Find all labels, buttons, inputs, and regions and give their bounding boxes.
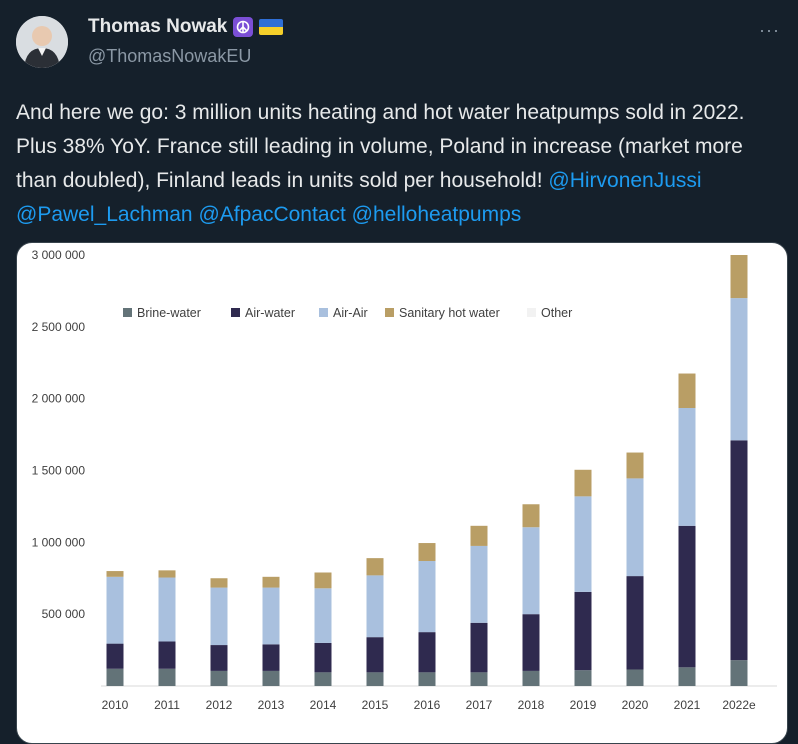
bar-segment xyxy=(678,408,696,526)
bar-segment xyxy=(418,672,436,686)
bar-segment xyxy=(158,641,176,669)
mention-link[interactable]: @Pawel_Lachman xyxy=(16,203,193,226)
bar-segment xyxy=(158,577,176,642)
bar-segment xyxy=(574,670,592,686)
x-tick-label: 2010 xyxy=(102,698,129,712)
peace-icon xyxy=(233,17,254,37)
bar-segment xyxy=(210,587,228,646)
legend-swatch xyxy=(527,308,536,317)
y-tick-label: 500 000 xyxy=(42,607,86,621)
bar-segment xyxy=(314,642,332,673)
x-tick-label: 2016 xyxy=(414,698,441,712)
bar-segment xyxy=(730,298,748,441)
x-tick-label: 2021 xyxy=(674,698,701,712)
legend-label: Air-water xyxy=(245,306,295,320)
bar-segment xyxy=(158,668,176,686)
bar-segment xyxy=(366,672,384,686)
bar-segment xyxy=(626,669,644,686)
bar-segment xyxy=(730,255,748,299)
x-tick-label: 2022e xyxy=(722,698,756,712)
bar-segment xyxy=(522,670,540,686)
bar-segment xyxy=(106,571,124,577)
bar-segment xyxy=(470,525,488,546)
y-tick-label: 1 500 000 xyxy=(32,464,86,478)
tweet-text: And here we go: 3 million units heating … xyxy=(16,96,786,232)
bar-segment xyxy=(470,672,488,686)
avatar[interactable] xyxy=(16,16,68,68)
bar-segment xyxy=(210,670,228,686)
bar-segment xyxy=(314,572,332,589)
ukraine-flag-icon xyxy=(259,19,284,35)
bar-segment xyxy=(262,576,280,588)
bar-segment xyxy=(730,440,748,661)
tweet-body: And here we go: 3 million units heating … xyxy=(16,101,745,192)
bar-segment xyxy=(106,576,124,644)
bar-segment xyxy=(626,576,644,670)
x-tick-label: 2020 xyxy=(622,698,649,712)
bar-segment xyxy=(106,643,124,669)
bar-segment xyxy=(210,578,228,588)
chart-image[interactable]: 500 000 1 000 000 1 500 000 2 000 000 2 500 … xyxy=(16,242,788,744)
bar-segment xyxy=(522,504,540,528)
bar-segment xyxy=(314,672,332,686)
legend-label: Sanitary hot water xyxy=(399,306,500,320)
avatar-photo xyxy=(16,16,68,68)
bar-segment xyxy=(418,632,436,673)
x-tick-label: 2017 xyxy=(466,698,493,712)
legend-label: Brine-water xyxy=(137,306,201,320)
legend-label: Other xyxy=(541,306,572,320)
bar-segment xyxy=(470,545,488,623)
bar-segment xyxy=(314,588,332,643)
bar-segment xyxy=(418,561,436,633)
bar-segment xyxy=(522,614,540,671)
x-tick-label: 2012 xyxy=(206,698,233,712)
x-tick-label: 2011 xyxy=(154,698,180,712)
legend-swatch xyxy=(385,308,394,317)
legend-swatch xyxy=(123,308,132,317)
y-tick-label: 2 000 000 xyxy=(32,392,86,406)
bar-segment xyxy=(366,558,384,576)
x-tick-label: 2019 xyxy=(570,698,597,712)
legend-label: Air-Air xyxy=(333,306,368,320)
bar-segment xyxy=(262,670,280,686)
bar-segment xyxy=(626,478,644,577)
bar-segment xyxy=(678,667,696,686)
bar-segment xyxy=(678,373,696,409)
x-tick-label: 2015 xyxy=(362,698,389,712)
legend-swatch xyxy=(231,308,240,317)
stacked-bar-chart: 500 000 1 000 000 1 500 000 2 000 000 2 500 … xyxy=(32,248,777,712)
y-tick-label: 3 000 000 xyxy=(32,248,86,262)
y-tick-label: 2 500 000 xyxy=(32,320,86,334)
bar-segment xyxy=(574,469,592,497)
bar-segment xyxy=(574,496,592,592)
x-tick-label: 2014 xyxy=(310,698,337,712)
mention-link[interactable]: @AfpacContact xyxy=(198,203,346,226)
more-options-icon[interactable]: ··· xyxy=(759,20,780,40)
display-name[interactable]: Thomas Nowak xyxy=(88,16,228,37)
bar-segment xyxy=(366,575,384,638)
legend-swatch xyxy=(319,308,328,317)
bar-segment xyxy=(574,591,592,671)
bar-segment xyxy=(470,622,488,673)
bar-segment xyxy=(730,660,748,686)
mention-link[interactable]: @helloheatpumps xyxy=(351,203,522,226)
x-tick-label: 2013 xyxy=(258,698,285,712)
x-tick-label: 2018 xyxy=(518,698,545,712)
bar-segment xyxy=(210,645,228,671)
bar-segment xyxy=(678,525,696,668)
bar-segment xyxy=(418,543,436,562)
bar-segment xyxy=(366,637,384,673)
bar-segment xyxy=(106,668,124,686)
y-tick-label: 1 000 000 xyxy=(32,535,86,549)
bar-segment xyxy=(262,644,280,671)
bar-segment xyxy=(626,452,644,479)
handle[interactable]: @ThomasNowakEU xyxy=(88,46,252,66)
bar-segment xyxy=(262,587,280,645)
bar-segment xyxy=(522,527,540,615)
bar-segment xyxy=(158,570,176,578)
mention-link[interactable]: @HirvonenJussi xyxy=(548,169,702,192)
